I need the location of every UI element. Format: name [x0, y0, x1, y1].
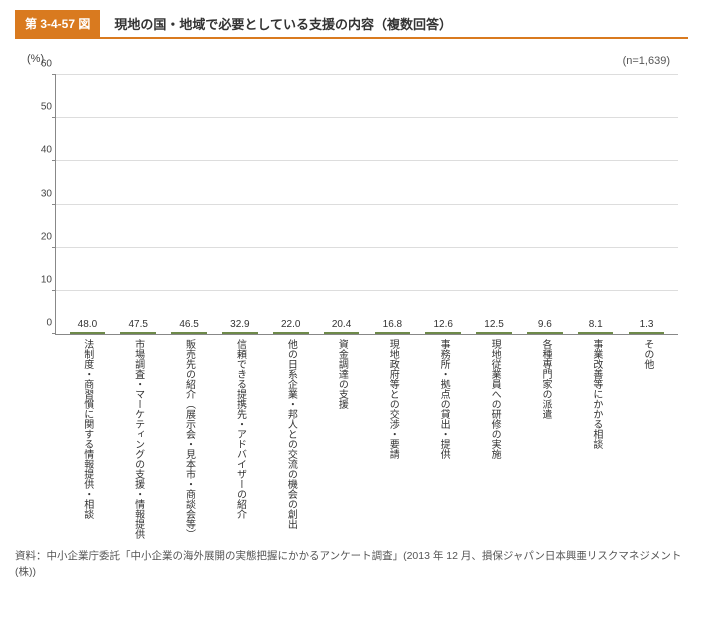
- chart-area: (%) (n=1,639) 48.047.546.532.922.020.416…: [15, 47, 688, 539]
- y-tick-mark: [52, 247, 56, 248]
- grid-line: [56, 74, 678, 75]
- grid-line: [56, 204, 678, 205]
- y-tick-mark: [52, 333, 56, 334]
- bar-value-label: 20.4: [332, 319, 351, 330]
- x-category-label: 各種専門家の派遣: [539, 339, 552, 539]
- bar-value-label: 12.6: [433, 319, 452, 330]
- x-label-slot: 事業改善等にかかる相談: [570, 339, 621, 539]
- x-label-slot: 市場調査・マーケティングの支援・情報提供: [112, 339, 163, 539]
- y-tick-label: 0: [28, 318, 52, 329]
- bar-value-label: 16.8: [383, 319, 402, 330]
- bar-value-label: 9.6: [538, 319, 552, 330]
- bar: 32.9: [222, 332, 258, 334]
- bar: 48.0: [70, 332, 106, 334]
- x-labels-row: 法制度・商習慣に関する情報提供・相談 市場調査・マーケティングの支援・情報提供 販売…: [55, 335, 678, 539]
- bar-slot: 47.5: [113, 332, 164, 334]
- x-label-slot: 現地従業員への研修の実施: [468, 339, 519, 539]
- bar-value-label: 8.1: [589, 319, 603, 330]
- bar-slot: 20.4: [316, 332, 367, 334]
- bar-value-label: 46.5: [179, 319, 198, 330]
- y-tick-mark: [52, 290, 56, 291]
- figure-number: 第 3-4-57 図: [15, 10, 100, 37]
- y-tick-label: 60: [28, 59, 52, 70]
- bar-slot: 9.6: [519, 332, 570, 334]
- x-label-slot: その他: [621, 339, 672, 539]
- bar-slot: 1.3: [621, 332, 672, 334]
- x-label-slot: 信頼できる提携先・アドバイザーの紹介: [214, 339, 265, 539]
- bar-value-label: 22.0: [281, 319, 300, 330]
- y-tick-mark: [52, 74, 56, 75]
- x-label-slot: 各種専門家の派遣: [519, 339, 570, 539]
- sample-size-label: (n=1,639): [623, 55, 670, 67]
- x-category-label: 事業改善等にかかる相談: [589, 339, 602, 539]
- figure-title: 現地の国・地域で必要としている支援の内容（複数回答）: [100, 10, 466, 37]
- bar-value-label: 32.9: [230, 319, 249, 330]
- bar: 16.8: [375, 332, 411, 334]
- bar: 46.5: [171, 332, 207, 334]
- x-label-slot: 現地政府等との交渉・要請: [367, 339, 418, 539]
- y-tick-label: 50: [28, 102, 52, 113]
- bar-slot: 32.9: [214, 332, 265, 334]
- x-label-slot: 他の日系企業・邦人との交流の機会の創出: [265, 339, 316, 539]
- x-category-label: その他: [640, 339, 653, 539]
- bar: 47.5: [120, 332, 156, 334]
- bars-container: 48.0 47.5 46.5 32.9 22.0 20.4 16.8 12.6 12.5 9.6 8…: [56, 75, 678, 334]
- plot-region: 48.0 47.5 46.5 32.9 22.0 20.4 16.8 12.6 12.5 9.6 8…: [55, 75, 678, 335]
- x-category-label: 信頼できる提携先・アドバイザーの紹介: [233, 339, 246, 539]
- y-tick-mark: [52, 204, 56, 205]
- bar: 20.4: [324, 332, 360, 334]
- y-tick-label: 20: [28, 231, 52, 242]
- figure-header: 第 3-4-57 図 現地の国・地域で必要としている支援の内容（複数回答）: [15, 10, 688, 39]
- bar-slot: 12.5: [469, 332, 520, 334]
- y-tick-label: 40: [28, 145, 52, 156]
- bar: 9.6: [527, 332, 563, 334]
- x-category-label: 現地政府等との交渉・要請: [386, 339, 399, 539]
- bar-value-label: 1.3: [640, 319, 654, 330]
- bar-slot: 46.5: [164, 332, 215, 334]
- bar-slot: 22.0: [265, 332, 316, 334]
- bar-slot: 12.6: [418, 332, 469, 334]
- y-tick-mark: [52, 160, 56, 161]
- bar: 1.3: [629, 332, 665, 334]
- x-category-label: 資金調達の支援: [335, 339, 348, 539]
- x-category-label: 他の日系企業・邦人との交流の機会の創出: [284, 339, 297, 539]
- source-footnote: 資料：中小企業庁委託「中小企業の海外展開の実態把握にかかるアンケート調査」(20…: [15, 549, 688, 581]
- x-label-slot: 資金調達の支援: [316, 339, 367, 539]
- bar-slot: 16.8: [367, 332, 418, 334]
- grid-line: [56, 290, 678, 291]
- bar-slot: 8.1: [570, 332, 621, 334]
- bar: 8.1: [578, 332, 614, 334]
- y-tick-label: 30: [28, 188, 52, 199]
- grid-line: [56, 117, 678, 118]
- bar: 12.5: [476, 332, 512, 334]
- y-tick-mark: [52, 117, 56, 118]
- bar-value-label: 48.0: [78, 319, 97, 330]
- x-label-slot: 事務所・拠点の貸出・提供: [417, 339, 468, 539]
- x-category-label: 販売先の紹介（展示会・見本市・商談会等）: [182, 339, 195, 539]
- grid-line: [56, 247, 678, 248]
- x-label-slot: 法制度・商習慣に関する情報提供・相談: [61, 339, 112, 539]
- x-category-label: 法制度・商習慣に関する情報提供・相談: [80, 339, 93, 539]
- x-category-label: 事務所・拠点の貸出・提供: [437, 339, 450, 539]
- bar: 22.0: [273, 332, 309, 334]
- bar-slot: 48.0: [62, 332, 113, 334]
- bar-value-label: 47.5: [129, 319, 148, 330]
- y-tick-label: 10: [28, 274, 52, 285]
- bar: 12.6: [425, 332, 461, 334]
- x-category-label: 現地従業員への研修の実施: [488, 339, 501, 539]
- grid-line: [56, 160, 678, 161]
- bar-value-label: 12.5: [484, 319, 503, 330]
- x-category-label: 市場調査・マーケティングの支援・情報提供: [131, 339, 144, 539]
- x-label-slot: 販売先の紹介（展示会・見本市・商談会等）: [163, 339, 214, 539]
